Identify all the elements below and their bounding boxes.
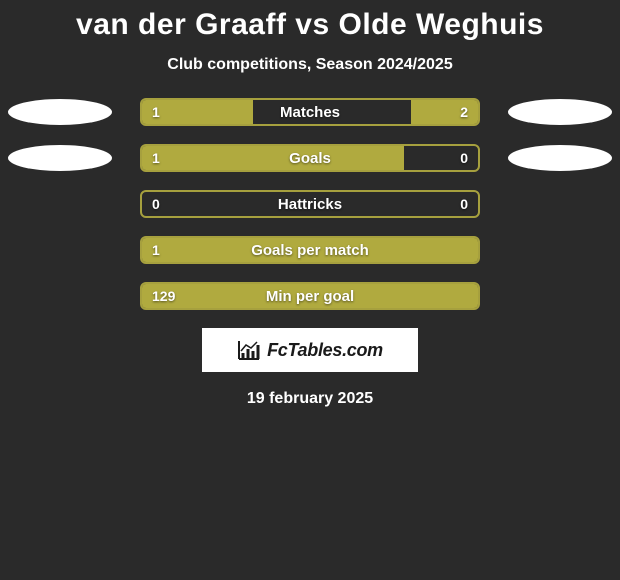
player-right-marker xyxy=(508,99,612,125)
logo-text: FcTables.com xyxy=(267,340,383,361)
page-subtitle: Club competitions, Season 2024/2025 xyxy=(0,56,620,74)
stat-label: Matches xyxy=(142,100,478,124)
player-left-marker xyxy=(8,145,112,171)
date-label: 19 february 2025 xyxy=(0,390,620,408)
stat-row: 129Min per goal xyxy=(0,282,620,310)
stat-bar: 00Hattricks xyxy=(140,190,480,218)
spacer xyxy=(8,283,112,309)
stat-label: Goals per match xyxy=(142,238,478,262)
stat-bar: 10Goals xyxy=(140,144,480,172)
stats-rows: 12Matches 10Goals 00Hattricks 1Goals per ma… xyxy=(0,98,620,310)
comparison-infographic: van der Graaff vs Olde Weghuis Club comp… xyxy=(0,0,620,408)
stat-label: Hattricks xyxy=(142,192,478,216)
stat-bar: 12Matches xyxy=(140,98,480,126)
spacer xyxy=(8,191,112,217)
spacer xyxy=(508,283,612,309)
stat-row: 12Matches xyxy=(0,98,620,126)
spacer xyxy=(508,191,612,217)
player-left-marker xyxy=(8,99,112,125)
spacer xyxy=(8,237,112,263)
stat-row: 00Hattricks xyxy=(0,190,620,218)
barchart-icon xyxy=(237,339,261,361)
page-title: van der Graaff vs Olde Weghuis xyxy=(0,8,620,42)
stat-bar: 129Min per goal xyxy=(140,282,480,310)
stat-label: Min per goal xyxy=(142,284,478,308)
stat-label: Goals xyxy=(142,146,478,170)
spacer xyxy=(508,237,612,263)
stat-row: 1Goals per match xyxy=(0,236,620,264)
logo-box: FcTables.com xyxy=(202,328,418,372)
stat-row: 10Goals xyxy=(0,144,620,172)
stat-bar: 1Goals per match xyxy=(140,236,480,264)
player-right-marker xyxy=(508,145,612,171)
